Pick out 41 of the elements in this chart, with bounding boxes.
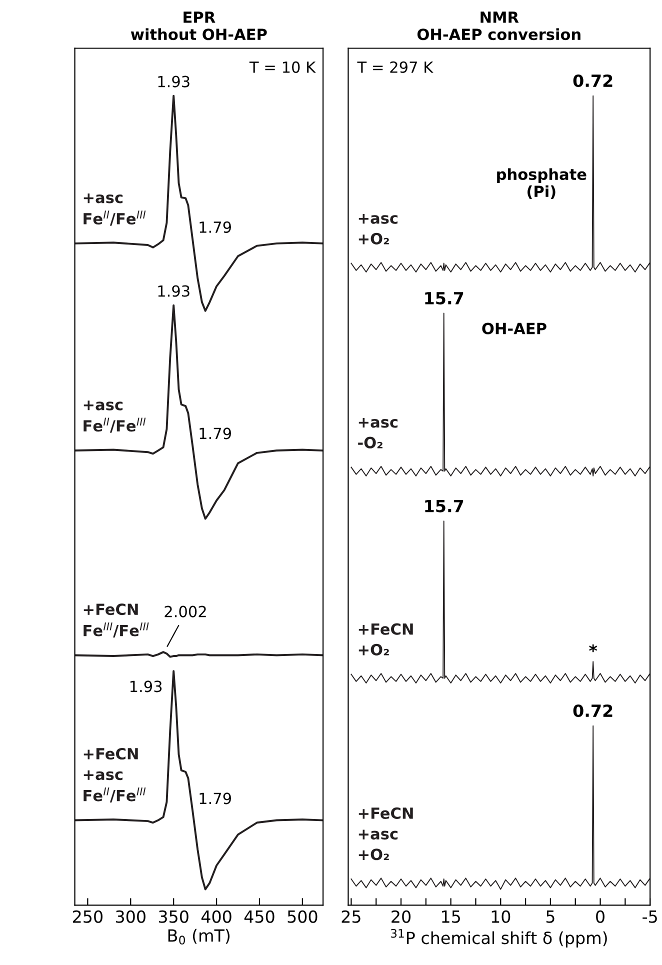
text: T = 10 K bbox=[249, 61, 316, 73]
series-label: +asc Fe$^{II}$/Fe$^{III}$ bbox=[84, 400, 146, 433]
text: T = 297 K bbox=[357, 61, 434, 73]
x-tick-label: -5 bbox=[642, 910, 657, 923]
series-label: +FeCN Fe$^{III}$/Fe$^{III}$ bbox=[84, 604, 149, 638]
annotation: 15.7 bbox=[425, 292, 464, 304]
series-label: +asc Fe$^{II}$/Fe$^{III}$ bbox=[84, 193, 146, 226]
annotation: OH-AEP bbox=[482, 322, 546, 334]
series-label: +asc +O₂ bbox=[358, 214, 398, 244]
series-label: +FeCN +asc Fe$^{II}$/Fe$^{III}$ bbox=[84, 748, 146, 803]
x-axis-title: B$_{0}$ (mT) bbox=[168, 928, 230, 944]
series-label: +asc -O₂ bbox=[358, 418, 398, 448]
annotation: 1.79 bbox=[200, 221, 231, 233]
annotation: * bbox=[589, 644, 598, 652]
chart-title: NMR OH-AEP conversion bbox=[417, 12, 580, 40]
x-tick-label: 450 bbox=[244, 910, 274, 923]
annotation: 1.79 bbox=[200, 792, 231, 804]
x-tick-label: 500 bbox=[288, 910, 318, 923]
x-tick-label: 400 bbox=[201, 910, 232, 923]
annotation: 0.72 bbox=[573, 74, 612, 88]
annotation: 15.7 bbox=[425, 500, 464, 512]
annotation: 1.79 bbox=[200, 428, 231, 440]
annotation: 0.72 bbox=[573, 704, 612, 718]
annotation: 1.93 bbox=[158, 285, 190, 297]
x-tick-label: 0 bbox=[596, 910, 604, 923]
annotation: 2.002 bbox=[164, 606, 206, 618]
annotation: 1.93 bbox=[130, 680, 162, 692]
x-tick-label: 300 bbox=[116, 910, 146, 923]
annotation: 1.93 bbox=[158, 76, 190, 88]
annotation: phosphate (Pi) bbox=[497, 168, 586, 199]
x-tick-label: 20 bbox=[392, 910, 411, 923]
x-tick-label: 5 bbox=[546, 910, 554, 923]
x-tick-label: 350 bbox=[158, 910, 188, 923]
x-tick-label: 250 bbox=[73, 910, 102, 923]
x-axis-title: $^{31}$P chemical shift δ (ppm) bbox=[390, 928, 607, 948]
series-label: +FeCN +asc +O₂ bbox=[358, 807, 413, 860]
x-tick-label: 15 bbox=[442, 910, 460, 923]
x-tick-label: 10 bbox=[492, 910, 510, 923]
series-label: +FeCN +O₂ bbox=[358, 623, 413, 656]
chart-title: EPR without OH-AEP bbox=[130, 12, 267, 40]
x-tick-label: 25 bbox=[342, 910, 360, 923]
